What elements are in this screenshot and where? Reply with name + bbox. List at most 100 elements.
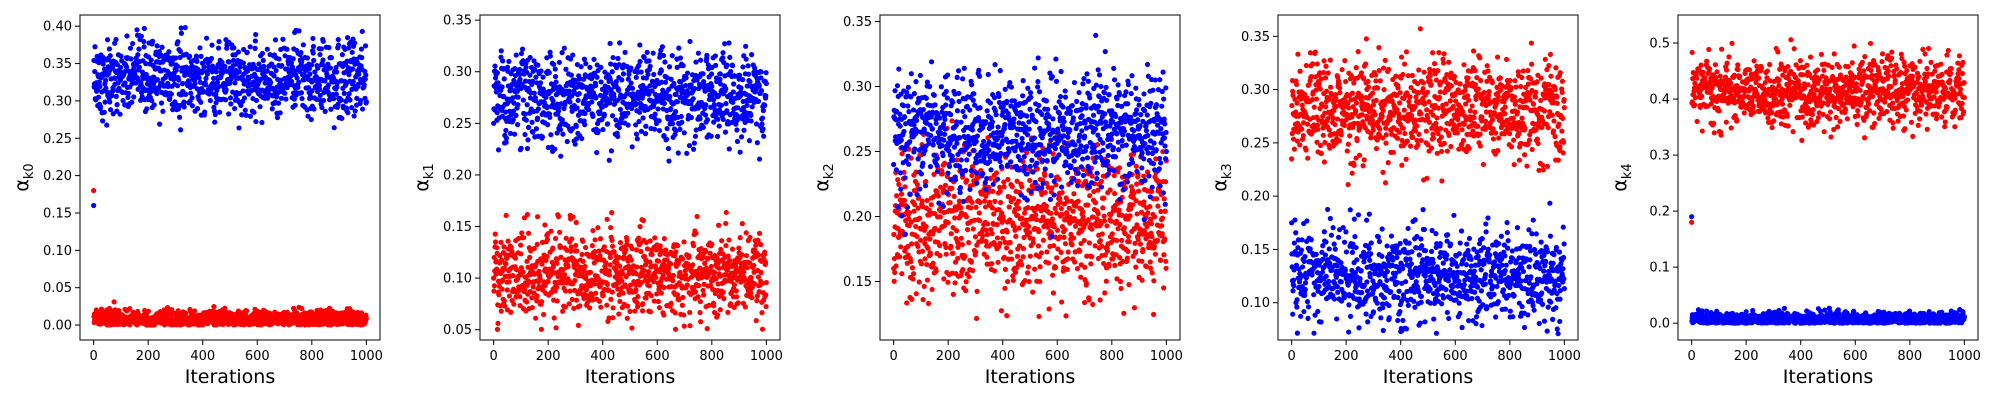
data-point — [491, 283, 498, 289]
data-point — [1121, 225, 1127, 231]
data-point — [504, 287, 510, 293]
data-point — [125, 94, 131, 100]
data-point — [533, 126, 540, 132]
data-point — [494, 245, 500, 251]
data-point — [1126, 282, 1132, 288]
data-point — [726, 237, 732, 243]
data-point — [744, 83, 750, 89]
data-point — [968, 259, 974, 265]
y-axis-label: αk0 — [11, 163, 37, 191]
data-point — [897, 254, 903, 260]
x-tick-label: 400 — [590, 349, 615, 364]
data-point — [159, 44, 165, 50]
data-point — [605, 121, 611, 127]
data-point — [1042, 189, 1048, 196]
data-point — [346, 91, 352, 97]
data-point — [515, 102, 521, 108]
data-point — [187, 53, 193, 59]
data-point — [1059, 189, 1065, 196]
data-point — [964, 177, 970, 184]
data-point — [1070, 208, 1076, 214]
data-point — [587, 64, 593, 71]
data-point — [952, 259, 959, 265]
data-point — [197, 45, 203, 51]
data-point — [610, 305, 616, 311]
data-point — [670, 272, 676, 279]
data-point — [1089, 254, 1095, 260]
data-point — [697, 116, 703, 122]
data-point — [948, 231, 954, 237]
data-point — [651, 298, 657, 304]
data-point — [1116, 165, 1123, 171]
data-point — [649, 88, 655, 94]
data-point — [1081, 237, 1087, 244]
data-point — [494, 110, 500, 116]
data-point — [124, 33, 130, 39]
data-point — [227, 80, 233, 86]
data-point — [751, 281, 757, 287]
data-point — [183, 91, 189, 97]
data-point — [580, 238, 586, 244]
data-point — [533, 97, 539, 104]
data-point — [565, 263, 571, 270]
data-point — [327, 65, 333, 71]
data-point — [609, 113, 616, 119]
data-point — [1088, 222, 1094, 228]
data-point — [136, 64, 143, 70]
data-point — [1100, 205, 1106, 211]
data-point — [223, 87, 229, 93]
data-point — [1005, 176, 1011, 183]
data-point — [167, 95, 173, 101]
data-point — [681, 323, 687, 329]
data-point — [213, 100, 219, 106]
data-point — [677, 55, 684, 61]
data-point — [547, 114, 553, 120]
data-point — [273, 67, 279, 74]
data-point — [501, 298, 507, 304]
scatter-points — [491, 38, 769, 332]
data-point — [228, 101, 234, 107]
data-point — [914, 233, 920, 240]
data-point — [989, 205, 995, 211]
data-point — [634, 136, 640, 142]
data-point — [675, 150, 681, 156]
data-point — [331, 125, 337, 131]
data-point — [582, 244, 589, 251]
data-point — [635, 96, 642, 102]
data-point — [738, 85, 744, 91]
data-point — [679, 302, 685, 308]
data-point — [211, 75, 217, 81]
data-point — [627, 282, 634, 288]
data-point — [312, 69, 318, 75]
data-point — [649, 251, 655, 258]
data-point — [316, 82, 323, 88]
y-tick-label: 0.35 — [43, 57, 72, 72]
data-point — [515, 94, 521, 100]
data-point — [548, 228, 554, 234]
data-point — [524, 211, 531, 218]
data-point — [726, 146, 732, 152]
data-point — [755, 252, 761, 258]
data-point — [950, 225, 956, 231]
data-point — [507, 130, 514, 137]
data-point — [1082, 264, 1088, 270]
data-point — [734, 127, 740, 133]
data-point — [182, 310, 189, 316]
data-point — [496, 292, 502, 298]
data-point — [539, 239, 546, 245]
data-point — [601, 111, 607, 117]
data-point — [973, 315, 980, 322]
data-point — [555, 214, 562, 220]
data-point — [945, 220, 951, 226]
data-point — [610, 315, 616, 321]
x-axis-label: Iterations — [185, 366, 276, 388]
data-point — [731, 282, 738, 288]
data-point — [720, 50, 726, 56]
data-point — [615, 55, 621, 62]
data-point — [495, 147, 502, 153]
data-point — [192, 81, 198, 87]
data-point — [994, 235, 1001, 241]
data-point — [647, 63, 653, 69]
data-point — [154, 43, 160, 49]
data-point — [997, 184, 1003, 190]
